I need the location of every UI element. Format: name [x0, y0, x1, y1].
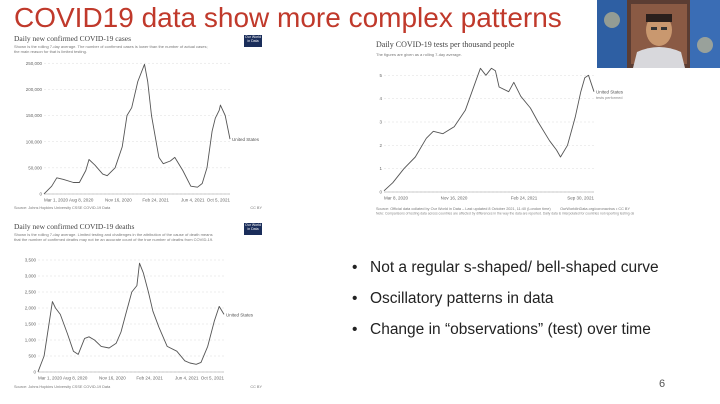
- chart-source: Source: Official data collated by Our Wo…: [376, 207, 551, 211]
- x-tick-label: Feb 24, 2021: [511, 196, 538, 201]
- y-tick-label: 150,000: [26, 113, 43, 118]
- y-tick-label: 200,000: [26, 87, 43, 92]
- deaths-plot: 0 500 1,000 1,500 2,000 2,500 3,000 3,500 Mar 1,…: [14, 258, 262, 389]
- series-line: [37, 262, 225, 372]
- series-end-label: United States: [226, 312, 254, 317]
- series-line: [43, 63, 231, 195]
- cases-plot: 0 50,000 100,000 150,000 200,000 250,000 Mar 1…: [14, 61, 262, 210]
- chart-license: CC BY: [250, 385, 262, 389]
- y-tick-label: 1: [379, 166, 382, 171]
- y-tick-label: 1,000: [25, 338, 37, 343]
- y-tick-label: 0: [379, 190, 382, 195]
- x-tick-label: Jun 4, 2021: [181, 198, 205, 203]
- chart-license: CC BY: [250, 206, 262, 210]
- x-tick-label: Nov 16, 2020: [99, 376, 126, 381]
- chart-title: Daily COVID-19 tests per thousand people: [376, 40, 515, 49]
- slide-title: COVID19 data show more complex patterns: [14, 2, 562, 33]
- x-tick-label: Oct 5, 2021: [201, 376, 225, 381]
- y-tick-label: 1,500: [25, 322, 37, 327]
- chart-subtitle: Shown is the rolling 7-day average. Limi…: [14, 232, 214, 242]
- x-tick-label: Feb 24, 2021: [142, 198, 169, 203]
- bullet-list: Not a regular s-shaped/ bell-shaped curv…: [352, 259, 659, 352]
- y-tick-label: 50,000: [28, 165, 42, 170]
- chart-title: Daily new confirmed COVID-19 deaths: [14, 222, 135, 231]
- tests-chart: Daily COVID-19 tests per thousand people…: [372, 40, 634, 225]
- y-tick-label: 4: [379, 96, 382, 101]
- chart-source: Source: Johns Hopkins University CSSE CO…: [14, 206, 111, 210]
- series-end-label: United States: [232, 137, 260, 142]
- x-tick-label: Jun 4, 2021: [175, 376, 199, 381]
- y-tick-label: 250,000: [26, 61, 43, 66]
- page-number: 6: [659, 378, 666, 390]
- y-tick-label: 2,500: [25, 290, 37, 295]
- series-end-label: United States: [596, 90, 624, 95]
- chart-note: Note: Comparisons of testing data across…: [376, 212, 634, 216]
- x-tick-label: Aug 8, 2020: [63, 376, 88, 381]
- bullet-item: Oscillatory patterns in data: [352, 290, 659, 321]
- bullet-item: Not a regular s-shaped/ bell-shaped curv…: [352, 259, 659, 290]
- y-tick-label: 3,500: [25, 258, 37, 263]
- chart-title: Daily new confirmed COVID-19 cases: [14, 34, 132, 43]
- y-tick-label: 5: [379, 73, 382, 78]
- tests-plot: 0 1 2 3 4 5 Mar 8, 2020 Nov 16, 2020 Feb 24, 202…: [376, 67, 634, 216]
- x-tick-label: Mar 1, 2020: [38, 376, 63, 381]
- y-tick-label: 0: [39, 192, 42, 197]
- series-line: [383, 67, 595, 192]
- presenter-video-image: [597, 0, 720, 68]
- owid-logo: Our World in Data: [244, 35, 262, 47]
- y-tick-label: 500: [28, 354, 36, 359]
- x-tick-label: Nov 16, 2020: [105, 198, 132, 203]
- y-tick-label: 2,000: [25, 306, 37, 311]
- chart-subtitle: The figures are given as a rolling 7-day…: [376, 52, 462, 57]
- owid-logo: Our World in Data: [244, 223, 262, 235]
- y-tick-label: 3,000: [25, 274, 37, 279]
- x-tick-label: Nov 16, 2020: [441, 196, 468, 201]
- x-tick-label: Mar 1, 2020: [44, 198, 69, 203]
- x-tick-label: Feb 24, 2021: [136, 376, 163, 381]
- y-tick-label: 2: [379, 143, 382, 148]
- bullet-item: Change in “observations” (test) over tim…: [352, 321, 659, 352]
- y-tick-label: 3: [379, 120, 382, 125]
- chart-subtitle: Shown is the rolling 7-day average. The …: [14, 44, 208, 54]
- x-tick-label: Sep 30, 2021: [567, 196, 594, 201]
- y-tick-label: 0: [33, 370, 36, 375]
- x-tick-label: Aug 8, 2020: [69, 198, 94, 203]
- series-end-sublabel: tests performed: [596, 96, 623, 100]
- chart-license: OurWorldInData.org/coronavirus • CC BY: [560, 207, 630, 211]
- presenter-webcam: [597, 0, 720, 68]
- deaths-chart: Daily new confirmed COVID-19 deaths Show…: [14, 222, 266, 402]
- cases-chart: Daily new confirmed COVID-19 cases Shown…: [14, 34, 266, 214]
- x-tick-label: Mar 8, 2020: [384, 196, 409, 201]
- chart-source: Source: Johns Hopkins University CSSE CO…: [14, 385, 111, 389]
- y-tick-label: 100,000: [26, 139, 43, 144]
- x-tick-label: Oct 5, 2021: [207, 198, 231, 203]
